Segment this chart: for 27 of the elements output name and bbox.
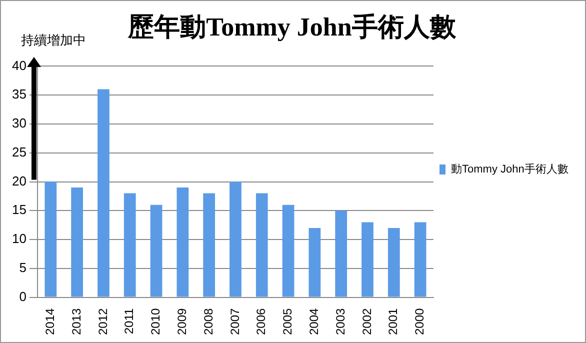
legend-label: 動Tommy John手術人數	[451, 162, 568, 176]
y-tick-label: 5	[19, 260, 26, 275]
x-tick-label: 2005	[280, 308, 295, 336]
y-tick-label: 40	[12, 58, 26, 73]
x-tick-label: 2007	[228, 308, 242, 336]
y-tick-label: 35	[12, 86, 26, 102]
x-tick-label: 2011	[122, 308, 136, 334]
x-tick-label: 2003	[333, 308, 348, 336]
chart-title: 歷年動Tommy John手術人數	[127, 12, 457, 42]
x-tick-label: 2012	[96, 308, 110, 336]
x-tick-label: 2006	[254, 308, 268, 336]
x-tick-label: 2001	[386, 308, 400, 336]
x-tick-label: 2013	[69, 308, 84, 336]
y-tick-label: 30	[12, 116, 26, 131]
x-tick-label: 2010	[148, 308, 163, 336]
x-tick-label: 2002	[360, 308, 374, 336]
y-tick-label: 10	[12, 231, 26, 246]
x-tick-label: 2014	[42, 308, 57, 336]
y-tick-label: 15	[12, 202, 26, 218]
y-tick-label: 0	[19, 288, 26, 304]
x-tick-label: 2000	[412, 308, 427, 336]
x-tick-label: 2009	[174, 308, 189, 336]
y-tick-label: 25	[12, 144, 26, 160]
text: 持續增加中	[21, 32, 86, 48]
x-tick-label: 2008	[201, 308, 216, 336]
x-tick-label: 2004	[307, 308, 321, 336]
y-tick-label: 20	[12, 173, 26, 188]
